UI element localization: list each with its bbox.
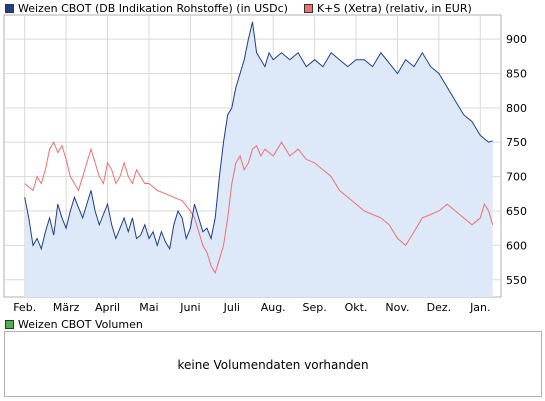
x-tick-label: März [53, 301, 80, 314]
x-tick-label: Okt. [345, 301, 368, 314]
legend-swatch-ks [303, 3, 313, 13]
x-tick-label: April [95, 301, 120, 314]
wheat-series-line [24, 21, 493, 251]
x-tick-label: Mai [139, 301, 158, 314]
legend-swatch-volume [5, 319, 14, 329]
x-tick-label: Sep. [303, 301, 327, 314]
legend-label-volume: Weizen CBOT Volumen [18, 317, 143, 331]
y-axis-ticks: 550 600 650 700 750 800 850 900 [506, 33, 527, 287]
legend-label-wheat: Weizen CBOT (DB Indikation Rohstoffe) (i… [18, 1, 288, 15]
x-tick-label: Juni [179, 301, 200, 314]
legend-item-ks: K+S (Xetra) (relativ, in EUR) [303, 1, 472, 15]
price-legend: Weizen CBOT (DB Indikation Rohstoffe) (i… [5, 1, 488, 15]
wheat-area-fill [24, 21, 493, 298]
x-axis-ticks: Feb. März April Mai Juni Juli Aug. Sep. Okt. Nov.… [13, 301, 490, 314]
y-tick-label: 800 [506, 102, 527, 115]
y-tick-label: 550 [506, 274, 527, 287]
volume-panel: keine Volumendaten vorhanden [4, 331, 542, 397]
x-tick-label: Feb. [13, 301, 36, 314]
volume-legend: Weizen CBOT Volumen [5, 317, 159, 331]
y-tick-label: 900 [506, 33, 527, 46]
x-tick-label: Aug. [261, 301, 286, 314]
x-tick-label: Dez. [427, 301, 452, 314]
volume-empty-message: keine Volumendaten vorhanden [177, 358, 369, 372]
legend-item-volume: Weizen CBOT Volumen [5, 318, 143, 331]
x-tick-label: Nov. [385, 301, 409, 314]
price-chart: 550 600 650 700 750 800 850 900 Feb. März April Ma… [3, 14, 527, 314]
ks-series-line [24, 141, 494, 275]
y-tick-label: 600 [506, 239, 527, 252]
x-tick-label: Juli [223, 301, 240, 314]
legend-swatch-wheat [5, 3, 14, 13]
x-tick-label: Jan. [469, 301, 490, 314]
legend-item-wheat: Weizen CBOT (DB Indikation Rohstoffe) (i… [5, 2, 288, 15]
y-tick-label: 850 [506, 67, 527, 80]
legend-label-ks: K+S (Xetra) (relativ, in EUR) [316, 1, 472, 15]
y-tick-label: 700 [506, 171, 527, 184]
y-tick-label: 750 [506, 136, 527, 149]
y-tick-label: 650 [506, 205, 527, 218]
